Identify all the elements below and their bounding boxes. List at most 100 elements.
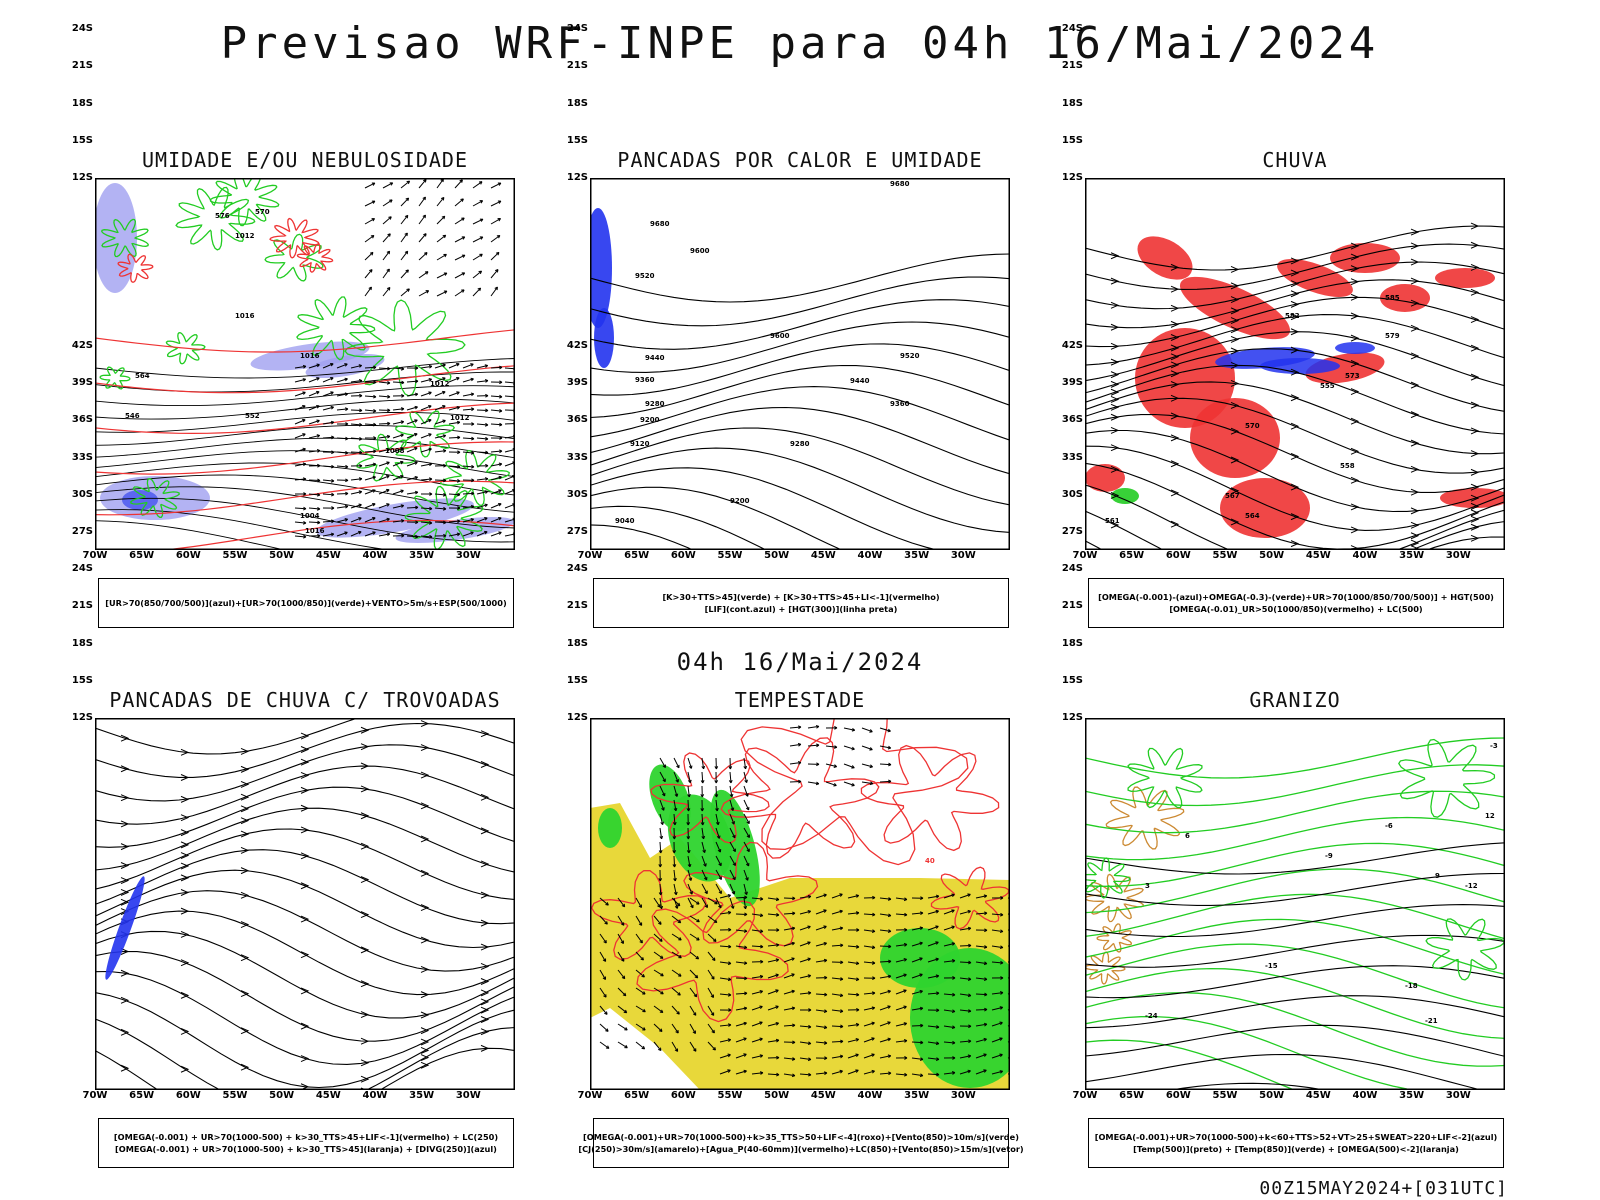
wind-vector-head xyxy=(678,954,682,959)
omega-area xyxy=(1260,358,1340,374)
wind-vector-head xyxy=(672,821,677,826)
wind-vector xyxy=(476,380,488,383)
wind-vector-head xyxy=(797,742,802,747)
wind-vector xyxy=(879,897,891,900)
wind-vector xyxy=(350,491,362,495)
wind-vector xyxy=(420,419,432,425)
wind-vector xyxy=(294,391,306,397)
flow-arrow xyxy=(1470,515,1480,523)
wind-vector xyxy=(959,1070,971,1075)
wind-vector-head xyxy=(776,1072,780,1077)
wind-vector-head xyxy=(386,286,391,291)
wind-vector xyxy=(743,799,750,811)
wind-vector-head xyxy=(716,835,721,839)
lon-tick-label: 50W xyxy=(269,550,295,561)
wind-vector xyxy=(490,235,501,243)
wind-vector-head xyxy=(440,196,445,201)
flow-arrow xyxy=(180,959,190,967)
wind-vector-head xyxy=(1000,912,1004,917)
wind-vector-head xyxy=(400,475,404,479)
flow-arrow xyxy=(240,954,250,962)
wind-vector xyxy=(843,781,855,786)
flow-arrow xyxy=(1410,539,1420,547)
wind-vector xyxy=(701,771,704,784)
lat-tick-label: 24S xyxy=(71,563,93,575)
wind-vector xyxy=(863,992,875,995)
flow-arrow xyxy=(1110,323,1120,331)
flow-arrow xyxy=(1470,222,1480,230)
wind-vector-head xyxy=(470,377,474,382)
wind-vector xyxy=(815,894,827,899)
wind-vector xyxy=(911,1057,923,1060)
wind-vector xyxy=(959,977,971,980)
wind-vector-head xyxy=(732,848,736,853)
wind-vector xyxy=(783,1024,796,1027)
flow-arrow xyxy=(1230,326,1240,334)
rain-area xyxy=(1135,328,1235,428)
wind-vector-head xyxy=(659,955,664,959)
wind-vector xyxy=(959,1055,971,1059)
wind-vector-head xyxy=(715,807,719,812)
wind-vector xyxy=(336,393,348,397)
flow-arrow xyxy=(480,793,490,801)
wind-vector xyxy=(991,961,1004,964)
wind-vector xyxy=(789,726,801,729)
flow-arrow xyxy=(240,867,250,875)
flow-arrow xyxy=(480,730,490,738)
wind-vector xyxy=(975,1053,987,1059)
flow-arrow xyxy=(1350,476,1360,484)
flow-arrow xyxy=(240,817,250,825)
wind-vector xyxy=(420,535,433,538)
wind-vector-head xyxy=(903,989,907,993)
streamline xyxy=(1085,243,1505,290)
wind-vector xyxy=(364,286,372,297)
wind-vector xyxy=(322,406,334,411)
wind-vector xyxy=(350,517,362,523)
wind-vector-head xyxy=(807,941,811,945)
flow-arrow xyxy=(180,748,190,756)
contour-label: 552 xyxy=(245,412,260,420)
flow-arrow xyxy=(1230,265,1240,273)
flow-arrow xyxy=(120,862,130,869)
streamline xyxy=(95,992,515,1089)
flow-arrow xyxy=(1290,280,1300,288)
flow-arrow xyxy=(420,1054,430,1062)
wind-vector-head xyxy=(869,764,873,769)
streamline xyxy=(1085,445,1505,531)
wind-vector-head xyxy=(919,973,923,977)
flow-arrow xyxy=(1350,360,1360,367)
wind-vector xyxy=(735,961,747,964)
wind-vector-head xyxy=(605,902,609,906)
wind-vector-head xyxy=(642,1027,646,1031)
wind-vector-head xyxy=(316,434,321,438)
wind-vector-head xyxy=(673,877,677,882)
flow-arrow xyxy=(420,869,430,877)
legend-box: [OMEGA(-0.001)+UR>70(1000-500)+k>35_TTS>… xyxy=(578,1118,1024,1168)
contour-label: 9680 xyxy=(650,220,670,228)
wind-vector-head xyxy=(373,394,377,399)
wind-vector-head xyxy=(661,807,665,811)
wind-vector xyxy=(617,933,624,944)
wind-vector-head xyxy=(470,363,474,367)
wind-vector-head xyxy=(661,792,666,797)
wind-vector-head xyxy=(442,419,446,424)
flow-arrow xyxy=(120,734,130,742)
flow-arrow xyxy=(1170,304,1180,312)
wind-vector xyxy=(879,763,892,766)
wind-vector-head xyxy=(497,218,501,222)
wind-vector-head xyxy=(919,957,923,961)
wind-vector-head xyxy=(303,506,307,511)
flow-arrow xyxy=(1170,344,1180,352)
wind-vector-head xyxy=(344,504,349,509)
wind-vector xyxy=(490,182,502,189)
wind-vector xyxy=(729,883,735,895)
lat-tick-label: 21S xyxy=(566,60,588,72)
lat-tick-label: 18S xyxy=(1061,97,1083,109)
wind-vector xyxy=(783,942,795,947)
wind-vector-head xyxy=(687,863,692,868)
wind-vector xyxy=(943,993,956,996)
wind-vector xyxy=(294,478,306,481)
wind-vector-head xyxy=(499,436,503,440)
wind-vector-head xyxy=(903,897,908,902)
wind-vector-head xyxy=(479,200,484,204)
